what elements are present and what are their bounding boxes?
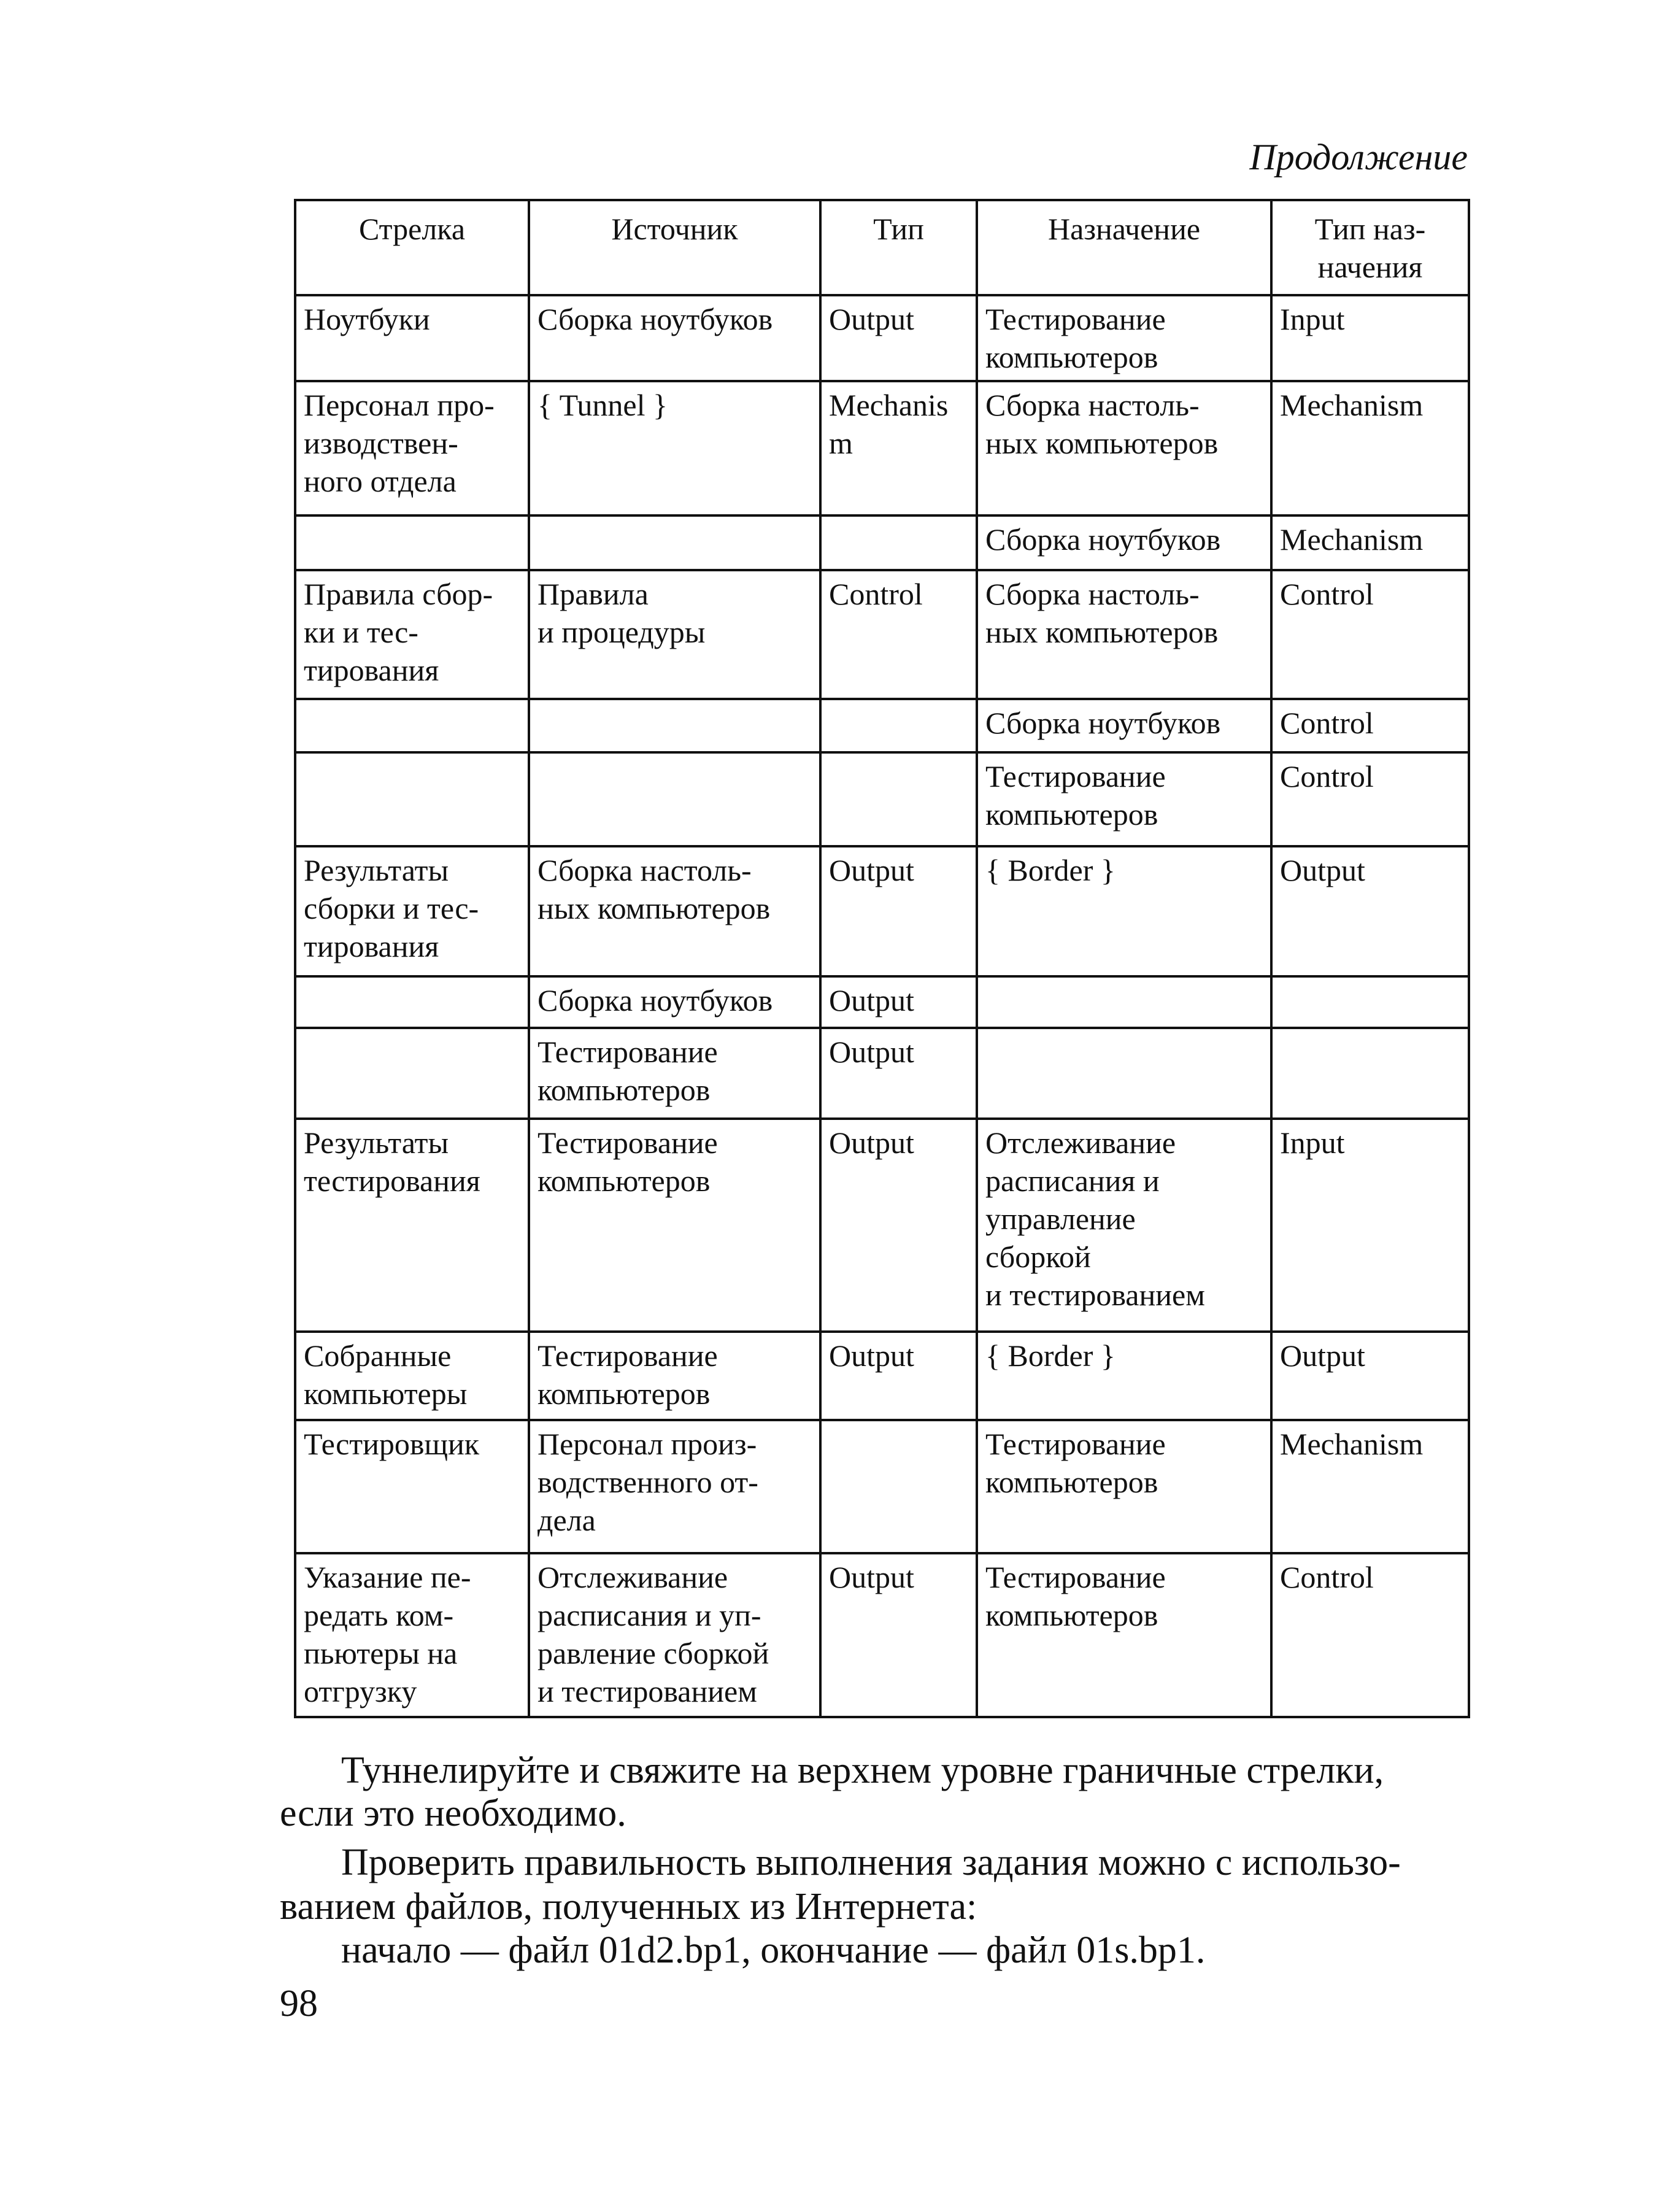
cell-arrow [294,975,530,1029]
cell-destination: { Border } [976,1330,1273,1421]
cell-source [528,514,822,571]
cell-arrow: Персонал про- изводствен- ного отдела [294,380,530,517]
cell-source [528,698,822,754]
cell-type: Output [819,845,978,978]
cell-type: Output [819,294,978,382]
cell-type: Output [819,1117,978,1333]
cell-source: Тестирование компьютеров [528,1330,822,1421]
table-row: Тестировщик Персонал произ- водственного … [294,1419,1470,1554]
table-row: Сборка ноутбуков Mechanism [294,514,1470,571]
cell-type: Output [819,975,978,1029]
page-number: 98 [280,1983,318,2024]
cell-destination: Сборка ноутбуков [976,698,1273,754]
cell-destination-type: Control [1270,698,1470,754]
cell-arrow [294,1027,530,1120]
cell-destination: Тестирование компьютеров [976,751,1273,847]
cell-destination: Тестирование компьютеров [976,294,1273,382]
cell-source: Сборка ноутбуков [528,294,822,382]
cell-source: Отслеживание расписания и уп- равление с… [528,1552,822,1718]
paragraph-1-line-1: Туннелируйте и свяжите на верхнем уровне… [341,1750,1384,1791]
cell-destination-type: Output [1270,1330,1470,1421]
table-row: Сборка ноутбуков Output [294,975,1470,1029]
cell-arrow: Ноутбуки [294,294,530,382]
cell-source: Персонал произ- водственного от- дела [528,1419,822,1554]
table-row: Результаты сборки и тес- тирования Сборка… [294,845,1470,978]
cell-type [819,698,978,754]
continuation-label: Продолжение [1249,137,1468,177]
cell-source [528,751,822,847]
cell-destination [976,1027,1273,1120]
cell-type [819,751,978,847]
cell-arrow [294,514,530,571]
header-destination: Назначение [976,199,1273,296]
cell-arrow: Правила сбор- ки и тес- тирования [294,569,530,700]
arrows-table: Стрелка Источник Тип Назначение Тип наз-… [294,199,1470,1718]
cell-destination [976,975,1273,1029]
cell-destination-type: Input [1270,294,1470,382]
header-arrow: Стрелка [294,199,530,296]
cell-source: Правила и процедуры [528,569,822,700]
cell-arrow: Собранные компьютеры [294,1330,530,1421]
cell-source: Тестирование компьютеров [528,1117,822,1333]
table-row: Правила сбор- ки и тес- тирования Правила… [294,569,1470,700]
cell-arrow [294,698,530,754]
cell-arrow: Результаты тестирования [294,1117,530,1333]
paragraph-3-line-1: начало — файл 01d2.bp1, окончание — файл… [341,1929,1206,1971]
paragraph-2-line-2: ванием файлов, полученных из Интернета: [280,1886,977,1928]
cell-type: Output [819,1552,978,1718]
cell-destination: Отслеживание расписания и управление сбо… [976,1117,1273,1333]
cell-destination-type [1270,975,1470,1029]
cell-type: Output [819,1330,978,1421]
cell-destination-type: Output [1270,845,1470,978]
paragraph-2-line-1: Проверить правильность выполнения задани… [341,1842,1401,1883]
cell-source: Тестирование компьютеров [528,1027,822,1120]
cell-destination: { Border } [976,845,1273,978]
cell-arrow [294,751,530,847]
cell-destination-type: Control [1270,569,1470,700]
cell-arrow: Указание пе- редать ком- пьютеры на отгр… [294,1552,530,1718]
cell-destination-type: Control [1270,751,1470,847]
table-row: Тестирование компьютеров Control [294,751,1470,847]
paragraph-1-line-2: если это необходимо. [280,1793,626,1834]
cell-destination: Сборка настоль- ных компьютеров [976,569,1273,700]
cell-destination: Тестирование компьютеров [976,1419,1273,1554]
cell-type: Control [819,569,978,700]
table-header-row: Стрелка Источник Тип Назначение Тип наз-… [294,199,1470,296]
cell-arrow: Результаты сборки и тес- тирования [294,845,530,978]
cell-destination-type: Mechanism [1270,380,1470,517]
cell-type [819,514,978,571]
table-row: Результаты тестирования Тестирование комп… [294,1117,1470,1333]
cell-destination-type [1270,1027,1470,1120]
cell-type [819,1419,978,1554]
table-row: Сборка ноутбуков Control [294,698,1470,754]
header-source: Источник [528,199,822,296]
table-row: Собранные компьютеры Тестирование компьют… [294,1330,1470,1421]
cell-arrow: Тестировщик [294,1419,530,1554]
cell-type: Output [819,1027,978,1120]
cell-destination-type: Mechanism [1270,514,1470,571]
table-row: Указание пе- редать ком- пьютеры на отгр… [294,1552,1470,1718]
cell-destination: Сборка ноутбуков [976,514,1273,571]
cell-destination-type: Input [1270,1117,1470,1333]
cell-source: Сборка настоль- ных компьютеров [528,845,822,978]
header-type: Тип [819,199,978,296]
cell-destination-type: Mechanism [1270,1419,1470,1554]
cell-source: Сборка ноутбуков [528,975,822,1029]
cell-destination-type: Control [1270,1552,1470,1718]
cell-type: Mechanis m [819,380,978,517]
header-destination-type: Тип наз- начения [1270,199,1470,296]
table-row: Ноутбуки Сборка ноутбуков Output Тестирован… [294,294,1470,382]
cell-destination: Тестирование компьютеров [976,1552,1273,1718]
table-row: Персонал про- изводствен- ного отдела{ T… [294,380,1470,517]
table-row: Тестирование компьютеров Output [294,1027,1470,1120]
cell-source: { Tunnel } [528,380,822,517]
cell-destination: Сборка настоль- ных компьютеров [976,380,1273,517]
